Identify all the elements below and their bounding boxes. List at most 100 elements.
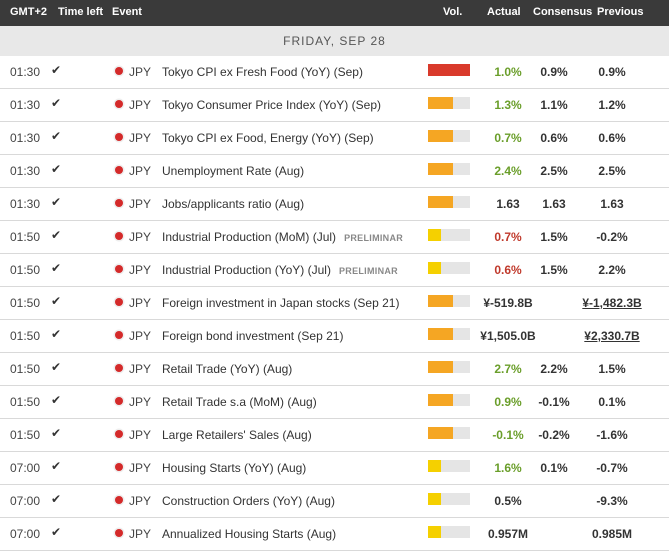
volatility-bar: [428, 229, 470, 241]
previous-value: 0.1%: [598, 395, 626, 409]
actual-value: 1.0%: [494, 65, 522, 79]
event-name-text: Large Retailers' Sales (Aug): [162, 428, 312, 442]
volatility-bar: [428, 163, 470, 175]
volatility-fill: [428, 196, 454, 208]
japan-flag-icon: [115, 496, 123, 504]
volatility-bar: [428, 361, 470, 373]
table-row[interactable]: 07:00 ✔ JPY Annualized Housing Starts (Aug)…: [0, 518, 669, 551]
previous-value[interactable]: ¥2,330.7B: [584, 329, 640, 343]
event-name[interactable]: Foreign investment in Japan stocks (Sep …: [162, 296, 399, 310]
volatility-fill: [428, 262, 441, 274]
event-name[interactable]: Unemployment Rate (Aug): [162, 164, 304, 178]
currency-code: JPY: [129, 494, 152, 508]
actual-value: 0.7%: [494, 131, 522, 145]
actual-value: 0.5%: [494, 494, 522, 508]
table-row[interactable]: 07:00 ✔ JPY Construction Orders (YoY) (Aug)…: [0, 485, 669, 518]
previous-value[interactable]: ¥-1,482.3B: [582, 296, 642, 310]
volatility-bar: [428, 394, 470, 406]
header-previous: Previous: [597, 6, 644, 18]
check-icon: ✔: [51, 426, 62, 440]
day-label: FRIDAY, SEP 28: [283, 34, 386, 48]
currency-code: JPY: [129, 230, 152, 244]
table-row[interactable]: 01:50 ✔ JPY Foreign investment in Japan sto…: [0, 287, 669, 320]
table-row[interactable]: 01:30 ✔ JPY Tokyo CPI ex Food, Energy (YoY)…: [0, 122, 669, 155]
event-name[interactable]: Housing Starts (YoY) (Aug): [162, 461, 306, 475]
check-icon: ✔: [51, 63, 62, 77]
japan-flag-icon: [115, 463, 123, 471]
event-time: 01:30: [10, 164, 41, 178]
table-row[interactable]: 01:50 ✔ JPY Retail Trade s.a (MoM) (Aug) 0.9…: [0, 386, 669, 419]
volatility-fill: [428, 361, 454, 373]
consensus-value: 0.1%: [540, 461, 568, 475]
table-row[interactable]: 01:50 ✔ JPY Industrial Production (YoY) (Ju…: [0, 254, 669, 287]
table-header: GMT+2 Time left Event Vol. Actual Consen…: [0, 0, 669, 26]
event-name-text: Annualized Housing Starts (Aug): [162, 527, 337, 541]
event-name[interactable]: Retail Trade s.a (MoM) (Aug): [162, 395, 317, 409]
event-name-text: Foreign bond investment (Sep 21): [162, 329, 344, 343]
currency-code: JPY: [129, 65, 152, 79]
table-row[interactable]: 01:30 ✔ JPY Tokyo CPI ex Fresh Food (YoY) (…: [0, 56, 669, 89]
event-name-text: Tokyo CPI ex Food, Energy (YoY) (Sep): [162, 131, 374, 145]
volatility-bar: [428, 460, 470, 472]
currency-code: JPY: [129, 131, 152, 145]
japan-flag-icon: [115, 166, 123, 174]
check-icon: ✔: [51, 327, 62, 341]
actual-value: 2.7%: [494, 362, 522, 376]
event-name[interactable]: Industrial Production (YoY) (Jul) PRELIMI…: [162, 263, 398, 277]
actual-value: 0.9%: [494, 395, 522, 409]
check-icon: ✔: [51, 492, 62, 506]
table-row[interactable]: 01:50 ✔ JPY Industrial Production (MoM) (Ju…: [0, 221, 669, 254]
volatility-bar: [428, 493, 470, 505]
event-name[interactable]: Retail Trade (YoY) (Aug): [162, 362, 292, 376]
japan-flag-icon: [115, 199, 123, 207]
event-time: 01:50: [10, 329, 41, 343]
japan-flag-icon: [115, 100, 123, 108]
header-timezone[interactable]: GMT+2: [10, 6, 47, 18]
table-row[interactable]: 01:50 ✔ JPY Foreign bond investment (Sep 21…: [0, 320, 669, 353]
check-icon: ✔: [51, 129, 62, 143]
actual-value: 0.6%: [494, 263, 522, 277]
event-name[interactable]: Tokyo CPI ex Fresh Food (YoY) (Sep): [162, 65, 363, 79]
volatility-bar: [428, 97, 470, 109]
event-name[interactable]: Large Retailers' Sales (Aug): [162, 428, 312, 442]
event-name[interactable]: Industrial Production (MoM) (Jul) PRELIMI…: [162, 230, 403, 244]
previous-value: 1.5%: [598, 362, 626, 376]
event-name[interactable]: Foreign bond investment (Sep 21): [162, 329, 343, 343]
event-name-text: Retail Trade s.a (MoM) (Aug): [162, 395, 317, 409]
event-name[interactable]: Tokyo CPI ex Food, Energy (YoY) (Sep): [162, 131, 374, 145]
table-row[interactable]: 01:30 ✔ JPY Unemployment Rate (Aug) 2.4% 2.5%…: [0, 155, 669, 188]
event-time: 07:00: [10, 494, 41, 508]
event-name[interactable]: Annualized Housing Starts (Aug): [162, 527, 336, 541]
event-name-text: Tokyo Consumer Price Index (YoY) (Sep): [162, 98, 381, 112]
event-time: 01:30: [10, 197, 41, 211]
header-consensus: Consensus: [533, 6, 593, 18]
currency-code: JPY: [129, 527, 152, 541]
currency-code: JPY: [129, 296, 152, 310]
day-separator: FRIDAY, SEP 28: [0, 26, 669, 57]
volatility-fill: [428, 328, 454, 340]
table-row[interactable]: 01:50 ✔ JPY Retail Trade (YoY) (Aug) 2.7% 2.2…: [0, 353, 669, 386]
previous-value: 0.9%: [598, 65, 626, 79]
japan-flag-icon: [115, 265, 123, 273]
table-row[interactable]: 01:30 ✔ JPY Jobs/applicants ratio (Aug) 1.63…: [0, 188, 669, 221]
volatility-bar: [428, 262, 470, 274]
japan-flag-icon: [115, 430, 123, 438]
event-name[interactable]: Jobs/applicants ratio (Aug): [162, 197, 304, 211]
consensus-value: -0.1%: [538, 395, 570, 409]
table-row[interactable]: 01:50 ✔ JPY Large Retailers' Sales (Aug) -0.…: [0, 419, 669, 452]
consensus-value: -0.2%: [538, 428, 570, 442]
event-time: 01:50: [10, 230, 41, 244]
table-row[interactable]: 07:00 ✔ JPY Housing Starts (YoY) (Aug) 1.6% 0…: [0, 452, 669, 485]
currency-code: JPY: [129, 329, 152, 343]
event-time: 07:00: [10, 527, 41, 541]
japan-flag-icon: [115, 397, 123, 405]
event-name-text: Construction Orders (YoY) (Aug): [162, 494, 335, 508]
header-time-left: Time left: [58, 6, 104, 18]
event-name[interactable]: Construction Orders (YoY) (Aug): [162, 494, 335, 508]
event-time: 01:50: [10, 263, 41, 277]
event-name[interactable]: Tokyo Consumer Price Index (YoY) (Sep): [162, 98, 381, 112]
actual-value: ¥-519.8B: [483, 296, 533, 310]
event-name-text: Industrial Production (YoY) (Jul): [162, 263, 331, 277]
event-name-text: Industrial Production (MoM) (Jul): [162, 230, 337, 244]
table-row[interactable]: 01:30 ✔ JPY Tokyo Consumer Price Index (YoY…: [0, 89, 669, 122]
